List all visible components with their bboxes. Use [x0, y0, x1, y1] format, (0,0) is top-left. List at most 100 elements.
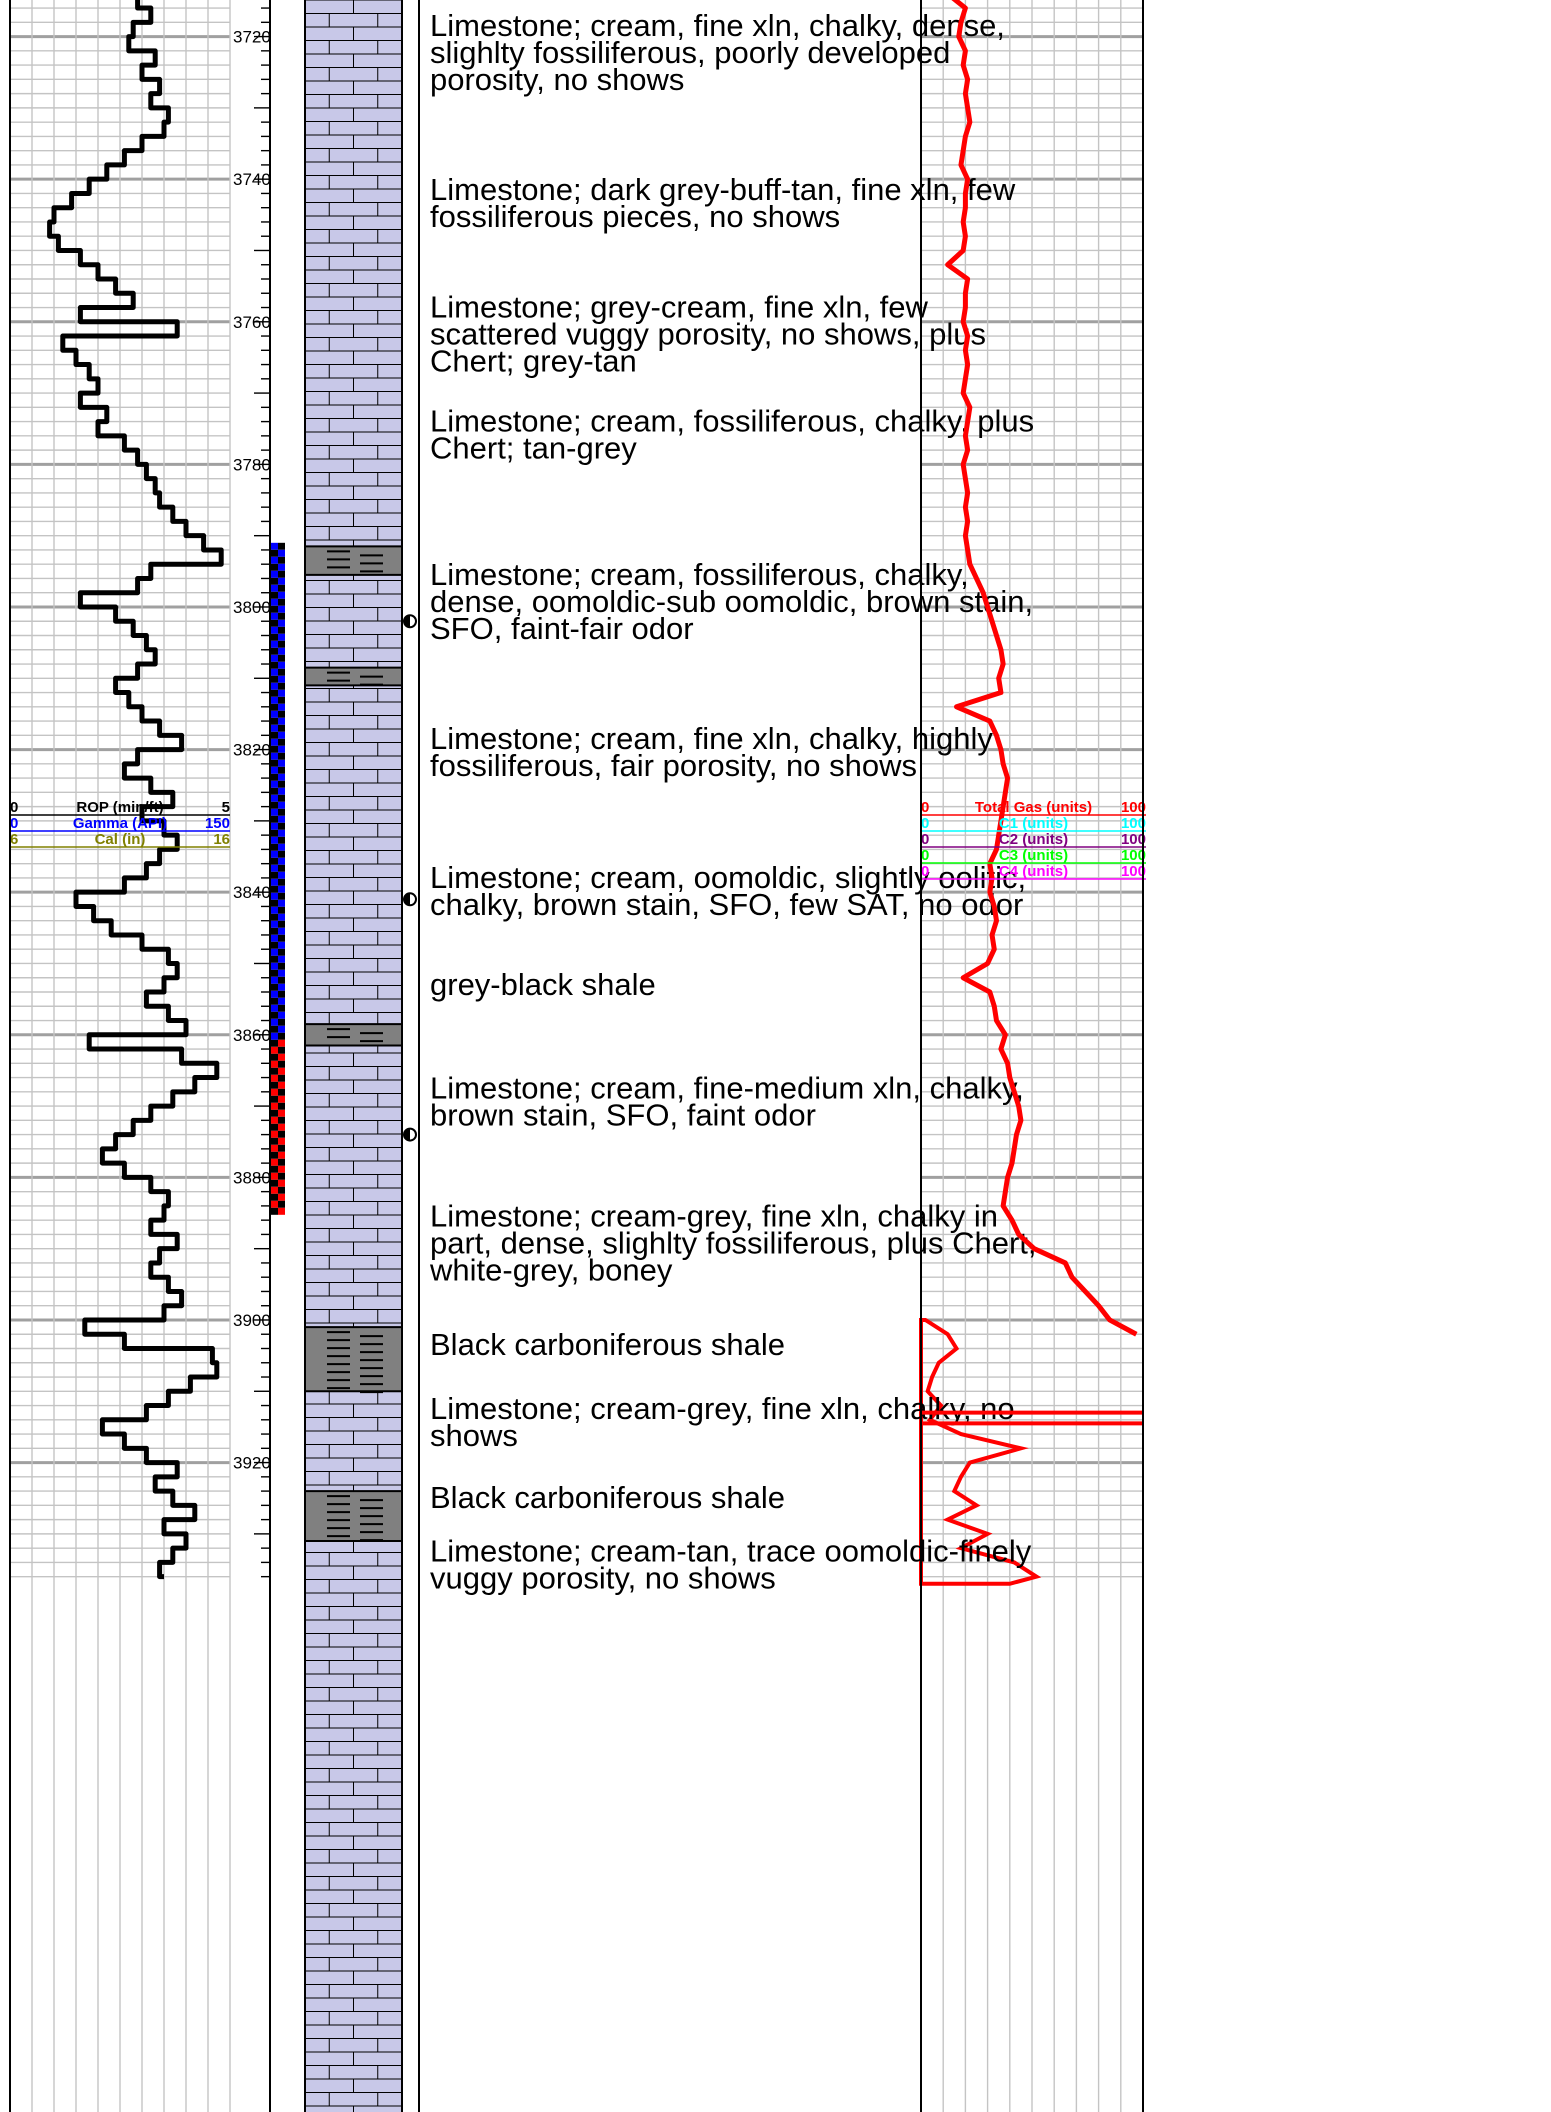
- description-line: Limestone; cream, fine-medium xln, chalk…: [430, 1070, 1024, 1105]
- porosity-cell: [278, 1116, 285, 1124]
- porosity-cell: [278, 836, 285, 844]
- porosity-cell: [278, 829, 285, 837]
- porosity-cell: [278, 976, 285, 984]
- description-line: Limestone; cream, fine xln, chalky, dens…: [430, 8, 1005, 43]
- porosity-cell: [278, 941, 285, 949]
- description-line: Limestone; cream, oomoldic, slightly ool…: [430, 860, 1026, 895]
- porosity-cell: [278, 780, 285, 788]
- left-scale-max: 150: [205, 815, 230, 832]
- porosity-cell: [278, 689, 285, 697]
- porosity-cell: [271, 675, 278, 683]
- porosity-cell: [278, 640, 285, 648]
- porosity-cell: [278, 661, 285, 669]
- shale-bed: [305, 546, 402, 575]
- porosity-cell: [271, 591, 278, 599]
- right-scale-min: 0: [921, 847, 929, 864]
- porosity-cell: [271, 920, 278, 928]
- description-line: white-grey, boney: [429, 1253, 673, 1288]
- porosity-cell: [271, 549, 278, 557]
- porosity-cell: [278, 892, 285, 900]
- porosity-cell: [271, 878, 278, 886]
- porosity-cell: [278, 633, 285, 641]
- porosity-cell: [271, 542, 278, 550]
- porosity-cell: [278, 878, 285, 886]
- porosity-cell: [278, 752, 285, 760]
- porosity-cell: [271, 913, 278, 921]
- depth-tick-label: 3880: [233, 1168, 271, 1187]
- porosity-cell: [278, 1165, 285, 1173]
- porosity-cell: [271, 1151, 278, 1159]
- porosity-cell: [271, 738, 278, 746]
- porosity-cell: [278, 990, 285, 998]
- show-markers: [403, 614, 417, 1142]
- porosity-cell: [278, 1081, 285, 1089]
- porosity-cell: [278, 598, 285, 606]
- porosity-cell: [278, 885, 285, 893]
- porosity-cell: [271, 605, 278, 613]
- porosity-cell: [271, 892, 278, 900]
- description-line: Limestone; cream-tan, trace oomoldic-fin…: [430, 1534, 1032, 1569]
- porosity-cell: [271, 1081, 278, 1089]
- description-line: SFO, faint-fair odor: [430, 611, 694, 646]
- porosity-cell: [278, 619, 285, 627]
- porosity-cell: [271, 654, 278, 662]
- porosity-cell: [278, 1025, 285, 1033]
- porosity-cell: [271, 619, 278, 627]
- description-line: Limestone; grey-cream, fine xln, few: [430, 290, 929, 325]
- porosity-cell: [271, 1193, 278, 1201]
- porosity-cell: [278, 1200, 285, 1208]
- porosity-cell: [278, 1018, 285, 1026]
- porosity-cell: [271, 668, 278, 676]
- porosity-cell: [278, 955, 285, 963]
- porosity-cell: [271, 682, 278, 690]
- porosity-cell: [278, 850, 285, 858]
- depth-tick-label: 3860: [233, 1026, 271, 1045]
- porosity-cell: [278, 997, 285, 1005]
- description-line: Limestone; cream, fossiliferous, chalky,…: [430, 404, 1034, 439]
- porosity-cell: [278, 668, 285, 676]
- porosity-cell: [278, 682, 285, 690]
- porosity-cell: [271, 997, 278, 1005]
- depth-tick-label: 3900: [233, 1311, 271, 1330]
- porosity-cell: [271, 1074, 278, 1082]
- porosity-cell: [271, 766, 278, 774]
- description-line: Limestone; cream-grey, fine xln, chalky …: [430, 1199, 998, 1234]
- porosity-cell: [271, 934, 278, 942]
- porosity-cell: [271, 696, 278, 704]
- porosity-cell: [278, 787, 285, 795]
- porosity-cell: [278, 612, 285, 620]
- porosity-cell: [271, 969, 278, 977]
- depth-tick-label: 3760: [233, 313, 271, 332]
- gas-curve-group: [921, 0, 1143, 1426]
- rop-curve: [47, 0, 224, 1580]
- porosity-cell: [271, 731, 278, 739]
- description-line: grey-black shale: [430, 967, 656, 1002]
- description-line: Black carboniferous shale: [430, 1480, 785, 1515]
- porosity-cell: [271, 717, 278, 725]
- porosity-cell: [271, 640, 278, 648]
- porosity-cell: [271, 780, 278, 788]
- description-line: Limestone; cream, fossiliferous, chalky,: [430, 557, 969, 592]
- description-line: dense, oomoldic-sub oomoldic, brown stai…: [430, 584, 1033, 619]
- description-line: Chert; tan-grey: [430, 431, 637, 466]
- porosity-cell: [278, 738, 285, 746]
- left-scale-min: 6: [10, 831, 18, 848]
- porosity-cell: [278, 1011, 285, 1019]
- porosity-cell: [271, 745, 278, 753]
- porosity-cell: [271, 822, 278, 830]
- porosity-cell: [278, 710, 285, 718]
- porosity-cell: [271, 787, 278, 795]
- total-gas-curve: [945, 0, 1138, 1337]
- porosity-cell: [271, 647, 278, 655]
- porosity-cell: [278, 563, 285, 571]
- porosity-cell: [278, 549, 285, 557]
- oil-show-marker-half: [404, 893, 410, 906]
- gas-shaded-fill: [919, 1317, 1042, 1586]
- porosity-cell: [278, 1151, 285, 1159]
- fill-outline: [919, 1317, 1042, 1586]
- description-line: shows: [430, 1418, 518, 1453]
- porosity-cell: [271, 955, 278, 963]
- porosity-cell: [278, 1186, 285, 1194]
- porosity-cell: [278, 605, 285, 613]
